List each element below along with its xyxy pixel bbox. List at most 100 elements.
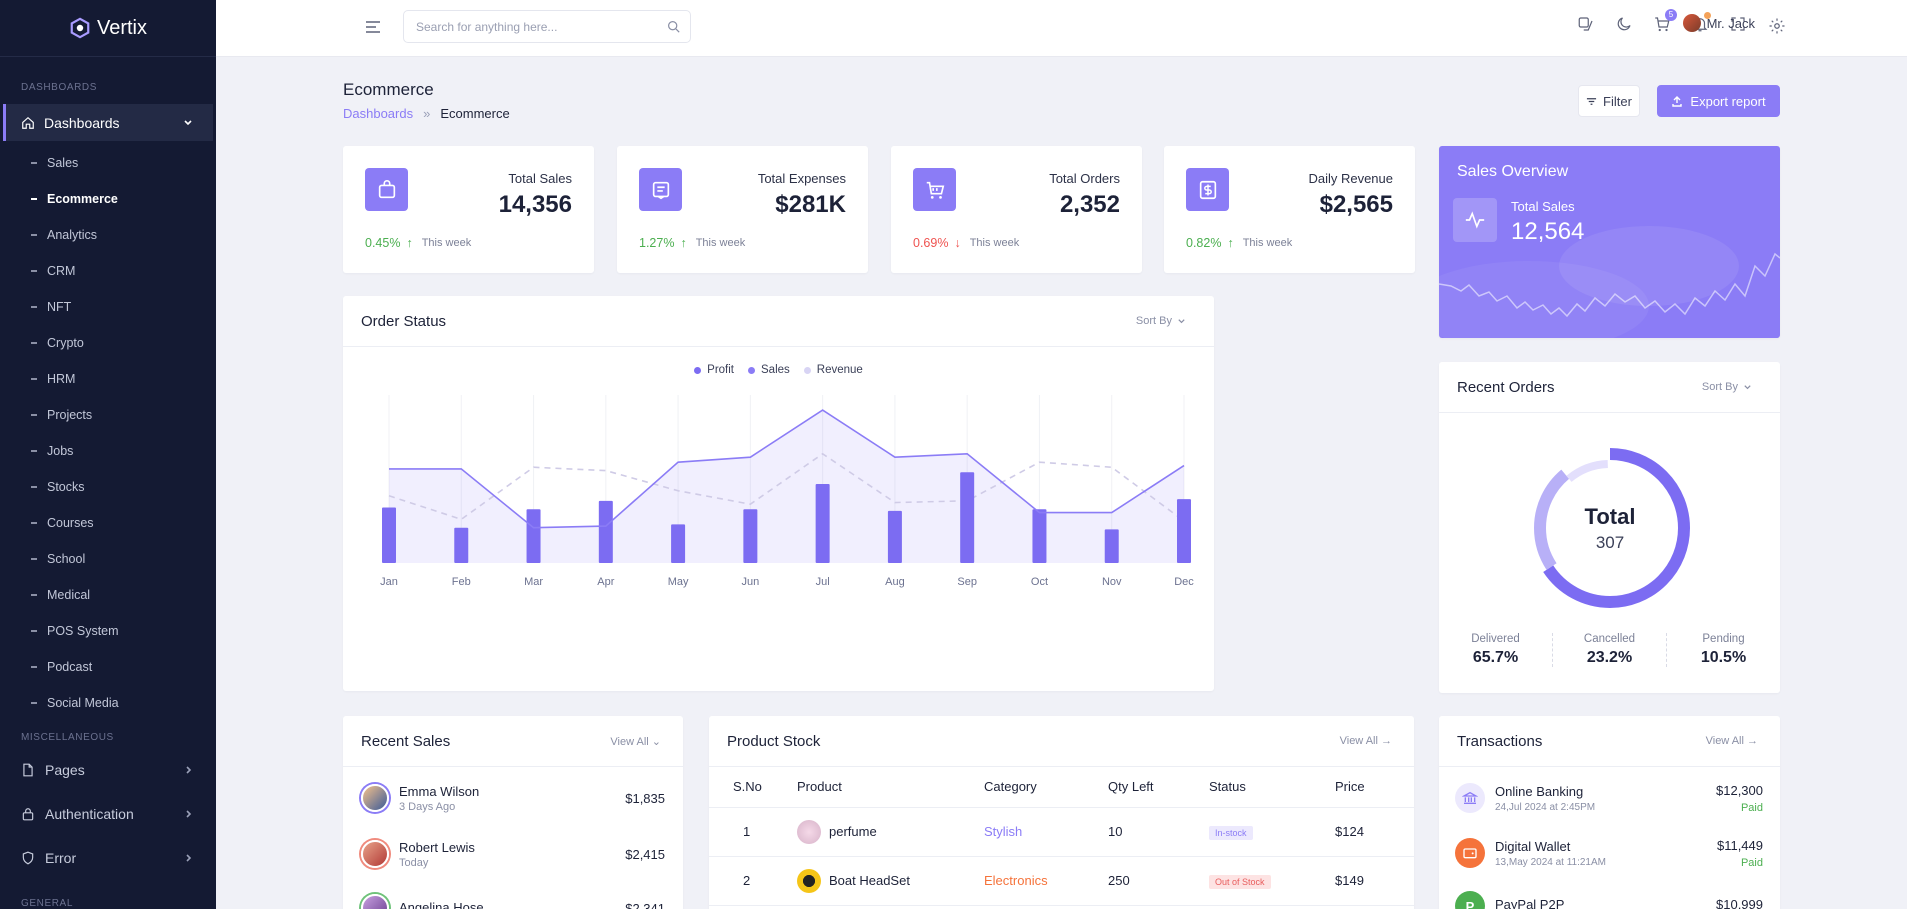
cart-icon[interactable]: 5 [1653, 9, 1677, 33]
sidebar-item-analytics[interactable]: Analytics [0, 217, 216, 253]
column-header[interactable]: S.No [709, 767, 785, 808]
legend-label: Sales [761, 364, 790, 376]
bullet-dash-icon [31, 450, 37, 452]
sidebar-item-hrm[interactable]: HRM [0, 361, 216, 397]
stat-value: $2,565 [1319, 191, 1393, 218]
export-report-button[interactable]: Export report [1657, 85, 1780, 117]
donut-total-label: Total [1584, 503, 1636, 529]
arrow-up-icon: ↑ [406, 236, 413, 250]
bar-profit-dec [1177, 499, 1191, 563]
sidebar-item-stocks[interactable]: Stocks [0, 469, 216, 505]
order-status-chart: Jan Feb Mar Apr May Jun Jul Aug Sep Oct Nov Dec [380, 395, 1194, 588]
sidebar-item-dashboards[interactable]: Dashboards [3, 104, 213, 141]
legend-item[interactable]: Revenue [803, 364, 863, 376]
gear-icon[interactable] [1768, 17, 1786, 35]
sidebar-item-social-media[interactable]: Social Media [0, 685, 216, 721]
brand[interactable]: Vertix [0, 0, 216, 57]
sort-by-dropdown[interactable]: Sort By [1136, 315, 1186, 327]
filter-button[interactable]: Filter [1578, 85, 1640, 117]
bank-icon [1455, 783, 1485, 813]
table-row[interactable]: 2 Boat HeadSet Electronics 250 Out of St… [709, 856, 1414, 906]
sidebar-item-pos-system[interactable]: POS System [0, 613, 216, 649]
bullet-dash-icon [31, 198, 37, 200]
transaction-status: Paid [1740, 801, 1763, 814]
sort-by-dropdown[interactable]: Sort By [1702, 381, 1752, 393]
view-all-link[interactable]: View All ⌄ [610, 735, 661, 748]
legend-item[interactable]: Profit [694, 364, 734, 376]
x-tick-label: Aug [885, 576, 905, 588]
column-header[interactable]: Price [1323, 767, 1414, 808]
list-item[interactable]: Emma Wilson 3 Days Ago $1,835 [361, 778, 665, 818]
x-tick-label: Nov [1102, 576, 1122, 588]
stat-delivered: Delivered 65.7% [1439, 633, 1553, 667]
column-header[interactable]: Status [1197, 767, 1323, 808]
column-header[interactable]: Category [972, 767, 1096, 808]
sidebar-item-ecommerce[interactable]: Ecommerce [0, 181, 216, 217]
sidebar-item-label: Stocks [47, 480, 85, 494]
panel-title: Recent Orders [1457, 378, 1555, 396]
sidebar-item-label: Ecommerce [47, 192, 118, 206]
sidebar-item-authentication[interactable]: Authentication [0, 792, 216, 836]
panel-header: Transactions View All → [1439, 716, 1780, 767]
sidebar-item-school[interactable]: School [0, 541, 216, 577]
bar-profit-mar [526, 509, 541, 563]
sidebar-item-label: Analytics [47, 228, 98, 242]
stat-period: This week [421, 237, 472, 249]
sidebar-item-crm[interactable]: CRM [0, 253, 216, 289]
view-all-link[interactable]: View All → [1340, 735, 1392, 747]
product-name: perfume [829, 824, 877, 839]
orders-donut-chart [1530, 448, 1690, 608]
menu-toggle-icon[interactable] [364, 18, 384, 36]
dark-mode-icon[interactable] [1615, 15, 1633, 33]
table-row[interactable]: 1 perfume Stylish 10 In-stock $124 [709, 807, 1414, 857]
column-header[interactable]: Product [785, 767, 972, 808]
translate-icon[interactable] [1577, 15, 1595, 33]
panel-header: Recent Sales View All ⌄ [343, 716, 683, 767]
filter-label: Filter [1603, 93, 1632, 109]
bullet-dash-icon [31, 234, 37, 236]
search-icon[interactable] [667, 20, 680, 33]
order-breakdown: Delivered 65.7% Cancelled 23.2% Pending 10.… [1439, 633, 1780, 667]
arrow-right-icon: → [1381, 735, 1392, 747]
sidebar-item-courses[interactable]: Courses [0, 505, 216, 541]
sidebar-item-jobs[interactable]: Jobs [0, 433, 216, 469]
x-tick-label: Oct [1031, 576, 1048, 588]
bar-profit-sep [960, 472, 975, 563]
list-item[interactable]: Online Banking 24,Jul 2024 at 2:45PM $12,… [1455, 776, 1763, 820]
misc-section: MISCELLANEOUS Pages Authentication Error [0, 728, 216, 880]
product-stock-table: S.No Product Category Qty Left Status Pr… [709, 767, 1414, 906]
list-item[interactable]: Digital Wallet 13,May 2024 at 11:21AM $11… [1455, 831, 1763, 875]
bullet-dash-icon [31, 270, 37, 272]
list-item[interactable]: P PayPal P2P $10,999 [1455, 884, 1763, 909]
bullet-dash-icon [31, 162, 37, 164]
fullscreen-icon[interactable] [1729, 15, 1747, 33]
sidebar-item-crypto[interactable]: Crypto [0, 325, 216, 361]
stat-label: Pending [1702, 633, 1745, 645]
user-menu[interactable]: Mr. Jack [1682, 14, 1755, 32]
sale-amount: $2,341 [625, 900, 665, 909]
cell-category: Electronics [972, 856, 1096, 906]
lock-icon [22, 808, 34, 821]
search-input[interactable]: Search for anything here... [403, 10, 691, 43]
sidebar-item-nft[interactable]: NFT [0, 289, 216, 325]
list-item[interactable]: Robert Lewis Today $2,415 [361, 834, 665, 874]
view-all-link[interactable]: View All → [1706, 735, 1758, 747]
column-header[interactable]: Qty Left [1096, 767, 1197, 808]
stat-change-pct: 1.27% [639, 236, 675, 250]
legend-item[interactable]: Sales [748, 364, 790, 376]
sidebar-item-sales[interactable]: Sales [0, 145, 216, 181]
transaction-status: Paid [1740, 856, 1763, 869]
sidebar-item-medical[interactable]: Medical [0, 577, 216, 613]
sidebar-item-pages[interactable]: Pages [0, 748, 216, 792]
list-item[interactable]: Angelina Hose $2,341 [361, 888, 665, 909]
breadcrumb-dashboards[interactable]: Dashboards [343, 106, 414, 121]
transaction-amount: $10,999 [1716, 896, 1763, 909]
headset-thumbnail-icon [797, 868, 821, 893]
customer-name: Emma Wilson [399, 783, 480, 799]
series-line-sales [389, 409, 1185, 529]
sidebar-item-error[interactable]: Error [0, 836, 216, 880]
cell-qty: 10 [1096, 807, 1197, 857]
sidebar-item-podcast[interactable]: Podcast [0, 649, 216, 685]
avatar [1682, 14, 1701, 32]
sidebar-item-projects[interactable]: Projects [0, 397, 216, 433]
